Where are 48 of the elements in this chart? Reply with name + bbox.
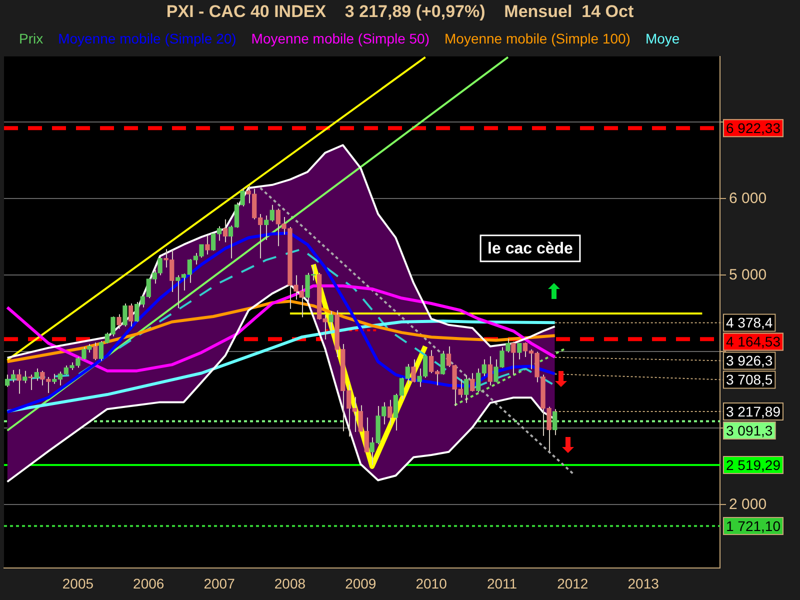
candlestick — [511, 341, 516, 376]
ref-line-label: 1 721,10 — [726, 518, 781, 534]
annotation: 3 708,5 — [726, 372, 773, 388]
candlestick — [470, 372, 475, 392]
candlestick — [411, 358, 416, 383]
candlestick — [34, 368, 39, 382]
x-tick-label: 2006 — [133, 575, 164, 592]
x-tick-label: 2013 — [628, 575, 660, 592]
candlestick — [16, 368, 22, 394]
annotation: le cac cède — [488, 240, 574, 258]
text: Moyenne mobile (Simple 20) — [58, 30, 236, 46]
candlestick — [205, 234, 210, 256]
candlestick — [388, 399, 392, 426]
x-tick-label: 2011 — [486, 575, 518, 592]
x-tick-label: 2010 — [416, 575, 448, 592]
ref-line-label: 2 519,29 — [726, 456, 781, 473]
candlestick — [440, 350, 446, 376]
x-tick-label: 2005 — [62, 575, 94, 592]
ref-line-label: 6 922,33 — [726, 120, 781, 136]
text: Moye — [645, 30, 680, 46]
x-tick-label: 2007 — [204, 575, 236, 592]
text: Moyenne mobile (Simple 50) — [251, 30, 430, 46]
candlestick — [552, 408, 558, 436]
candlestick — [28, 374, 33, 390]
text: Prix — [19, 30, 44, 46]
y-tick-label: 5 000 — [729, 266, 767, 284]
candlestick — [122, 303, 128, 327]
y-tick-label: 2 000 — [729, 496, 767, 513]
candlestick — [488, 356, 493, 386]
text: Moyenne mobile (Simple 100) — [444, 30, 630, 46]
chart-title: PXI - CAC 40 INDEX 3 217,89 (+0,97%) Mensuel 14 Oct — [166, 2, 634, 21]
annotation: 4 378,4 — [726, 314, 773, 331]
candlestick — [517, 342, 522, 360]
annotation: 3 926,3 — [726, 352, 773, 369]
candlestick — [222, 218, 228, 243]
annotation: 3 217,89 — [726, 403, 781, 420]
y-tick-label: 6 000 — [729, 190, 767, 207]
ref-line-label: 3 091,3 — [726, 422, 773, 438]
x-tick-label: 2008 — [274, 575, 306, 592]
x-tick-label: 2012 — [557, 575, 588, 592]
candlestick — [128, 303, 134, 327]
candlestick — [328, 310, 334, 332]
x-tick-label: 2009 — [345, 575, 376, 592]
ref-line-label: 4 164,53 — [726, 334, 781, 350]
candlestick — [22, 370, 28, 384]
candlestick — [93, 342, 98, 361]
candlestick — [464, 374, 469, 404]
candlestick — [116, 314, 122, 330]
